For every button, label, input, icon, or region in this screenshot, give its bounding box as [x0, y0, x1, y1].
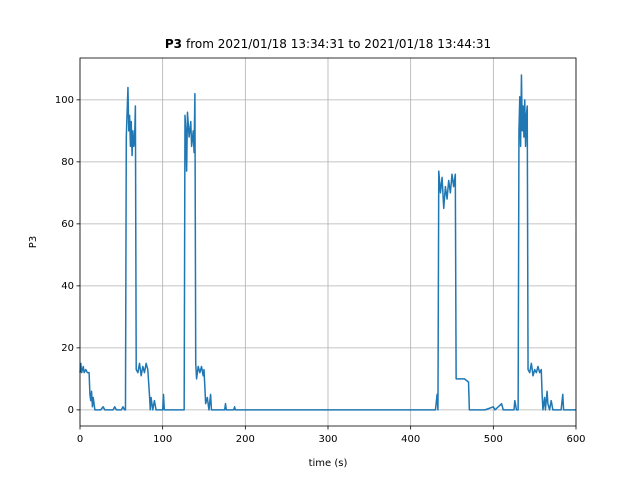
- x-tick-label: 600: [566, 434, 585, 445]
- y-tick-label: 40: [61, 281, 74, 292]
- y-tick-label: 100: [55, 95, 74, 106]
- chart-title: P3 from 2021/01/18 13:34:31 to 2021/01/18…: [165, 37, 491, 51]
- x-axis-label: time (s): [309, 458, 348, 469]
- data-line: [79, 74, 576, 411]
- title-bold: P3: [165, 37, 182, 51]
- y-tick-label: 60: [61, 219, 74, 230]
- x-tick-label: 0: [77, 434, 83, 445]
- y-tick-label: 20: [61, 343, 74, 354]
- x-tick-label: 400: [401, 434, 420, 445]
- y-axis-label: P3: [28, 236, 39, 248]
- title-rest: from 2021/01/18 13:34:31 to 2021/01/18 1…: [186, 37, 491, 51]
- x-tick-label: 200: [236, 434, 255, 445]
- y-tick-label: 0: [68, 405, 74, 416]
- plot-frame: [79, 57, 577, 427]
- y-tick-label: 80: [61, 157, 74, 168]
- x-tick-label: 300: [318, 434, 337, 445]
- x-tick-label: 100: [153, 434, 172, 445]
- x-tick-label: 500: [484, 434, 503, 445]
